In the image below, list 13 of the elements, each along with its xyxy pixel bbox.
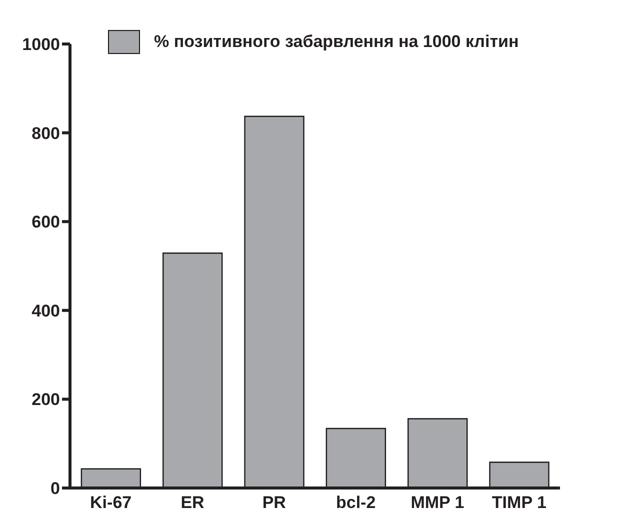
- x-tick-label: MMP 1: [410, 493, 464, 512]
- legend-label: % позитивного забарвлення на 1000 клітин: [154, 32, 519, 52]
- x-tick-label: TIMP 1: [492, 493, 546, 512]
- y-tick-label: 600: [32, 212, 60, 232]
- y-tick-label: 800: [32, 124, 60, 143]
- y-tick-label: 0: [50, 479, 60, 498]
- y-tick-label: 200: [32, 390, 60, 410]
- y-tick-label: 1000: [22, 35, 60, 54]
- x-tick-label: PR: [262, 493, 286, 512]
- x-tick-label: ER: [180, 493, 204, 512]
- y-tick-label: 400: [32, 301, 60, 320]
- x-tick-label: Ki-67: [90, 493, 132, 512]
- x-tick-label: bcl-2: [336, 493, 376, 512]
